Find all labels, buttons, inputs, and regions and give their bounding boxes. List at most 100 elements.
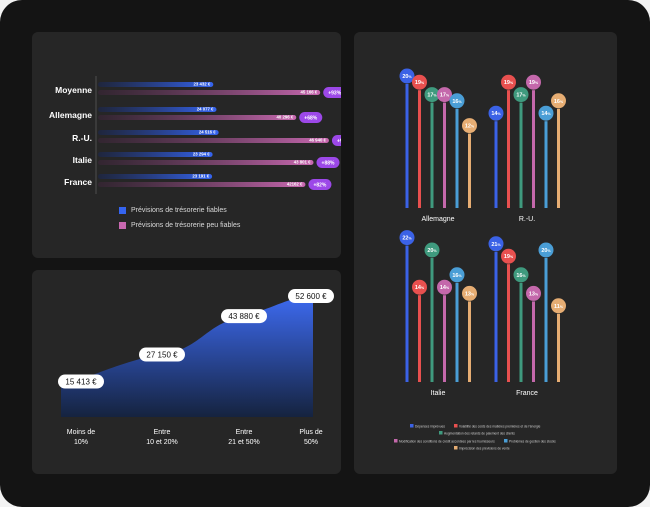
stem-r-u-4: [532, 90, 535, 208]
bar-reliable-moyenne: [98, 82, 214, 87]
dot-france-5: [538, 242, 554, 258]
growth-badge-label-moyenne: +93%: [328, 91, 341, 97]
dot-label-france-2: 19%: [504, 254, 514, 260]
dot-label-italie-3: 20%: [427, 248, 437, 254]
bar-reliable-r-u: [98, 130, 219, 135]
legend-swatch-reliable: [119, 207, 126, 214]
category-label-entre-10-et-20-line-2: 10 et 20%: [146, 439, 178, 446]
dot-label-allemagne-1: 20%: [402, 74, 412, 80]
dot-label-allemagne-2: 19%: [415, 80, 425, 86]
bar-unreliable-allemagne: [98, 115, 297, 120]
category-label-moins-de-10-line-1: Moins de: [67, 429, 96, 436]
stem-r-u-6: [557, 108, 560, 208]
value-unreliable-r-u: 46 940 €: [309, 138, 326, 143]
dot-allemagne-4: [437, 87, 452, 103]
dot-label-allemagne-6: 12%: [465, 124, 475, 130]
category-label-allemagne: Allemagne: [49, 110, 92, 120]
dot-r-u-6: [551, 93, 566, 109]
stem-allemagne-5: [455, 108, 459, 208]
dot-label-france-4: 13%: [529, 291, 539, 297]
dot-italie-4: [437, 279, 452, 295]
dot-label-france-3: 16%: [516, 273, 526, 279]
stem-france-5: [544, 258, 548, 382]
dot-france-6: [551, 298, 566, 314]
stem-allemagne-2: [418, 90, 421, 208]
category-label-entre-21-et-50-line-2: 21 et 50%: [228, 439, 260, 446]
legend-swatch-cause-3: [439, 431, 443, 435]
panel-title-italie: Italie: [431, 390, 446, 397]
dot-france-3: [513, 267, 529, 283]
legend-label-cause-1: Dépenses imprévues: [415, 424, 445, 428]
stem-allemagne-4: [443, 102, 446, 208]
dot-label-r-u-2: 19%: [504, 80, 514, 86]
dot-italie-1: [399, 230, 415, 246]
growth-badge-italie: [316, 157, 340, 168]
value-pill-label-plus-de-50: 52 600 €: [295, 292, 327, 301]
dot-label-france-5: 20%: [541, 248, 551, 254]
stem-france-1: [494, 251, 498, 382]
legend-label-cause-4: Modification des conditions de crédit ac…: [399, 439, 495, 443]
dot-label-italie-1: 22%: [402, 236, 412, 242]
stem-r-u-1: [494, 121, 498, 208]
value-reliable-france: 23 191 €: [192, 174, 209, 179]
bar-unreliable-france: [98, 182, 306, 187]
dot-label-france-6: 11%: [554, 304, 564, 310]
dot-label-italie-4: 14%: [440, 285, 450, 291]
stem-allemagne-6: [468, 133, 471, 208]
growth-badge-allemagne: [299, 112, 323, 123]
stem-france-4: [532, 301, 535, 382]
dot-france-2: [501, 248, 516, 264]
late-payment-area-chart: 15 413 € Moins de 10% 27 150 € Entre 10 et 20…: [58, 289, 334, 446]
legend-label-cause-5: Problèmes de gestion des stocks: [509, 439, 556, 443]
growth-badge-france: [308, 179, 332, 190]
dot-label-italie-5: 16%: [452, 273, 462, 279]
cashflow-comparison-panel: Moyenne 23 432 € 45 166 € +93% Allemagne 24 0…: [32, 32, 355, 258]
dot-r-u-2: [501, 74, 516, 90]
panel-title-france: France: [516, 390, 538, 397]
value-pill-label-entre-21-et-50: 43 880 €: [228, 312, 260, 321]
growth-badge-moyenne: [323, 87, 347, 98]
stem-italie-5: [455, 282, 459, 382]
stem-italie-4: [443, 295, 446, 382]
category-label-italie: Italie: [73, 155, 93, 165]
stem-italie-6: [468, 301, 471, 382]
dot-label-r-u-4: 19%: [529, 80, 539, 86]
causes-by-country-panel: 20% 19% 17% 17% 16% 12% Allemagne 14% 19% 17% 19% 1…: [354, 32, 617, 474]
dot-allemagne-5: [449, 93, 465, 109]
stem-allemagne-1: [405, 84, 409, 208]
stem-italie-1: [405, 245, 409, 382]
value-pill-label-moins-de-10: 15 413 €: [65, 378, 97, 387]
dot-italie-5: [449, 267, 465, 283]
legend-swatch-cause-1: [410, 424, 414, 428]
dot-allemagne-1: [399, 68, 415, 84]
value-pill-plus-de-50: [288, 289, 334, 304]
value-pill-entre-10-et-20: [139, 347, 185, 362]
stem-r-u-2: [507, 90, 510, 208]
dot-label-allemagne-4: 17%: [440, 93, 450, 99]
legend-label-unreliable: Prévisions de trésorerie peu fiables: [131, 222, 241, 229]
stem-r-u-5: [544, 121, 548, 208]
legend-swatch-cause-4: [394, 439, 398, 443]
dot-label-r-u-1: 14%: [491, 111, 501, 117]
bar-unreliable-moyenne: [98, 90, 321, 95]
dot-r-u-4: [526, 74, 541, 90]
category-label-entre-10-et-20-line-1: Entre: [154, 429, 171, 436]
bar-unreliable-italie: [98, 160, 314, 165]
stem-allemagne-3: [430, 102, 434, 208]
dot-allemagne-3: [424, 87, 440, 103]
dot-label-italie-2: 14%: [415, 285, 425, 291]
legend-swatch-cause-5: [504, 439, 508, 443]
panel-title-r-u: R.-U.: [519, 216, 535, 223]
dot-france-1: [488, 236, 504, 252]
dot-r-u-5: [538, 105, 554, 121]
dot-label-r-u-5: 14%: [541, 111, 551, 117]
dot-italie-2: [412, 279, 427, 295]
growth-badge-label-allemagne: +68%: [304, 116, 317, 122]
dot-label-allemagne-5: 16%: [452, 99, 462, 105]
value-reliable-moyenne: 23 432 €: [194, 82, 211, 87]
legend-swatch-unreliable: [119, 222, 126, 229]
stem-france-3: [519, 282, 523, 382]
dot-label-france-1: 21%: [491, 242, 501, 248]
value-pill-moins-de-10: [58, 374, 104, 389]
dot-r-u-1: [488, 105, 504, 121]
